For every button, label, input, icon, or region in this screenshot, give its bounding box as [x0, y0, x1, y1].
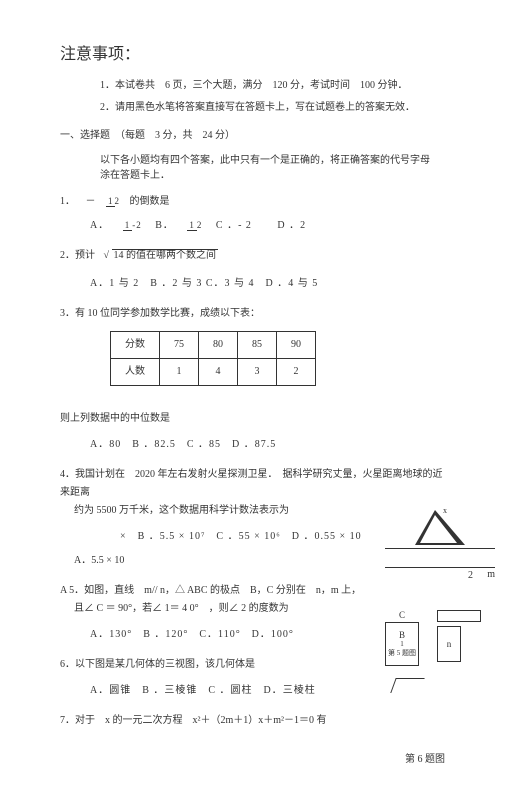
q1-tail: 的倒数是 [130, 196, 170, 207]
note-2: 2．请用黑色水笔将答案直接写在答题卡上，写在试题卷上的答案无效． [100, 100, 445, 116]
question-1: 1． － 12 的倒数是 A． 1-2 B． 12 C ．- 2 D ．2 [60, 193, 445, 235]
question-2: 2．预计 14 的值在哪两个数之间 A．1 与 2 B ．2 与 3 C．3 与… [60, 247, 445, 293]
score-table: 分数75808590 人数1432 [110, 331, 316, 386]
q7-l1: 7．对于 x 的一元二次方程 x²＋（2m＋1）x＋m²－1＝0 有 [60, 712, 445, 730]
footer-caption: 第 6 题图 [60, 750, 445, 765]
q2-mid: 14 的值在哪两个数之间 [112, 249, 219, 261]
q1-stem: 1． [60, 196, 75, 207]
q2-stem: 2．预计 [60, 250, 95, 261]
triangle-icon [415, 510, 465, 545]
section-1-head: 一、选择题 （每题 3 分，共 24 分） [60, 126, 445, 141]
q3-stem: 3．有 10 位同学参加数学比赛，成绩以下表： [60, 305, 445, 323]
q3-opts: A．80 B ．82.5 C ．85 D ．87.5 [90, 436, 445, 454]
q4-l1: 4．我国计划在 2020 年左右发射火星探测卫星． 据科学研究丈量，火星距离地球… [60, 466, 445, 502]
q1-a: A． [90, 220, 109, 231]
question-7: 7．对于 x 的一元二次方程 x²＋（2m＋1）x＋m²－1＝0 有 [60, 712, 445, 730]
section-1-sub1: 以下各小题均有四个答案，此中只有一个是正确的，将正确答案的代号字母 [100, 151, 445, 166]
q1-c: C ．- 2 [216, 220, 252, 231]
figure-6-icon [390, 678, 424, 693]
box-n: n [437, 626, 461, 662]
figure-5: x 2 m C B1第 5 题图 n [385, 510, 495, 693]
box-c [437, 610, 481, 622]
section-1-sub2: 涂在答题卡上． [100, 166, 445, 181]
question-3: 3．有 10 位同学参加数学比赛，成绩以下表： 分数75808590 人数143… [60, 305, 445, 454]
box-b: B1第 5 题图 [385, 622, 419, 666]
q1-d: D ．2 [277, 220, 306, 231]
q2-opts: A．1 与 2 B ．2 与 3 C．3 与 4 D ．4 与 5 [90, 275, 445, 293]
q3-post: 则上列数据中的中位数是 [60, 410, 445, 428]
note-1: 1．本试卷共 6 页，三个大题，满分 120 分，考试时间 100 分钟． [100, 78, 445, 94]
q1-b: B． [155, 220, 174, 231]
page-title: 注意事项： [60, 40, 445, 64]
